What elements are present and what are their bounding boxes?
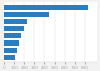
Bar bbox=[4, 5, 88, 10]
Bar bbox=[4, 47, 17, 53]
Bar bbox=[4, 12, 50, 17]
Bar bbox=[4, 26, 24, 31]
Bar bbox=[4, 19, 27, 24]
Bar bbox=[4, 55, 15, 60]
Bar bbox=[4, 40, 19, 46]
Bar bbox=[4, 33, 21, 38]
